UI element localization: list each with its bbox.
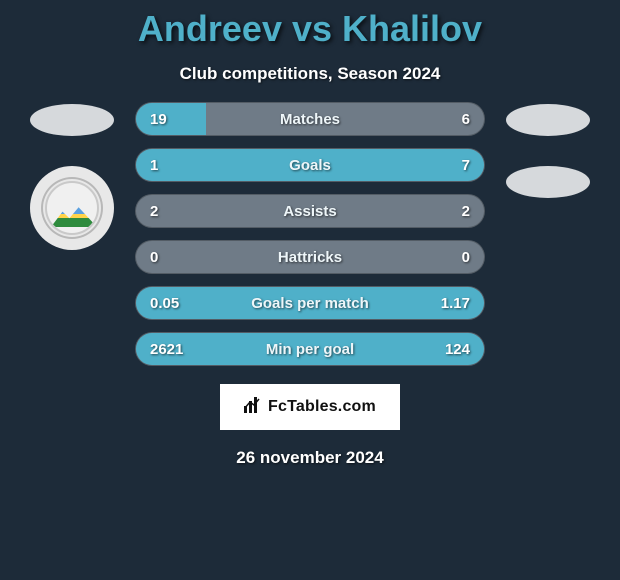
subtitle: Club competitions, Season 2024 xyxy=(0,64,620,84)
stat-left-value: 19 xyxy=(150,111,167,128)
stat-right-value: 2 xyxy=(462,203,470,220)
left-player-club-badge xyxy=(30,166,114,250)
stat-right-value: 0 xyxy=(462,249,470,266)
stat-left-value: 1 xyxy=(150,157,158,174)
right-player-avatar xyxy=(506,104,590,136)
page-title: Andreev vs Khalilov xyxy=(0,0,620,50)
stat-label: Hattricks xyxy=(278,249,342,266)
stat-bar-right-fill xyxy=(206,149,484,181)
stat-right-value: 124 xyxy=(445,341,470,358)
left-player-column xyxy=(27,102,117,250)
stat-bar: 0 0 Hattricks xyxy=(135,240,485,274)
right-player-club-badge xyxy=(506,166,590,198)
stat-bar: 1 7 Goals xyxy=(135,148,485,182)
stat-left-value: 2 xyxy=(150,203,158,220)
club-badge-inner xyxy=(45,181,99,235)
stat-bar: 2 2 Assists xyxy=(135,194,485,228)
stat-label: Matches xyxy=(280,111,340,128)
stat-left-value: 0 xyxy=(150,249,158,266)
comparison-content: 19 6 Matches 1 7 Goals 2 2 Assists 0 0 Hattricks 0.0… xyxy=(0,102,620,366)
stat-bar-left-fill xyxy=(136,149,206,181)
stat-right-value: 6 xyxy=(462,111,470,128)
mountain-icon xyxy=(51,205,97,227)
stat-label: Goals xyxy=(289,157,331,174)
stat-right-value: 7 xyxy=(462,157,470,174)
stat-bars: 19 6 Matches 1 7 Goals 2 2 Assists 0 0 Hattricks 0.0… xyxy=(135,102,485,366)
stat-right-value: 1.17 xyxy=(441,295,470,312)
stat-label: Goals per match xyxy=(251,295,369,312)
stat-left-value: 2621 xyxy=(150,341,183,358)
stat-label: Assists xyxy=(283,203,336,220)
footer-date: 26 november 2024 xyxy=(0,448,620,468)
stat-bar: 19 6 Matches xyxy=(135,102,485,136)
stat-bar: 0.05 1.17 Goals per match xyxy=(135,286,485,320)
stat-left-value: 0.05 xyxy=(150,295,179,312)
bar-chart-icon xyxy=(244,397,262,418)
brand-link[interactable]: FcTables.com xyxy=(220,384,400,430)
left-player-avatar xyxy=(30,104,114,136)
stat-label: Min per goal xyxy=(266,341,354,358)
stat-bar-left-fill xyxy=(136,103,206,135)
right-player-column xyxy=(503,102,593,198)
stat-bar: 2621 124 Min per goal xyxy=(135,332,485,366)
brand-label: FcTables.com xyxy=(268,398,376,416)
